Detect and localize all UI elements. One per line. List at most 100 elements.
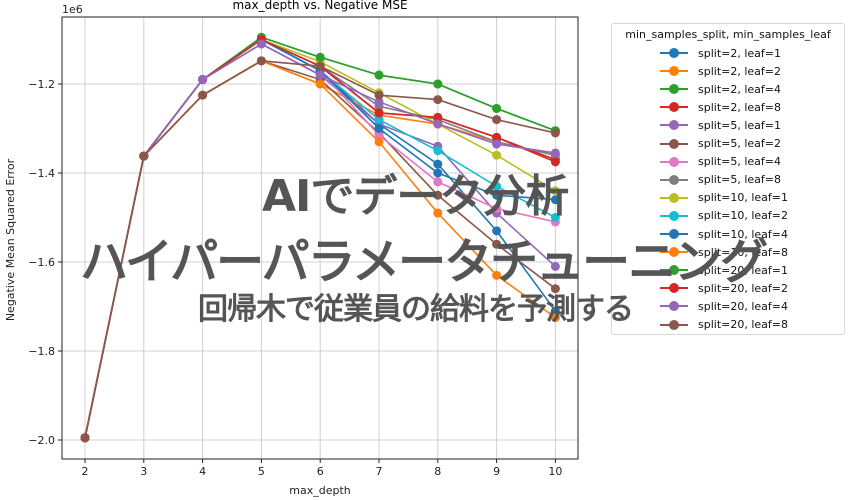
legend-label: split=5, leaf=2 (698, 137, 781, 150)
legend-marker-icon (660, 264, 688, 276)
x-tick-label: 8 (434, 465, 441, 478)
data-point (492, 181, 502, 191)
legend-item: split=10, leaf=1 (660, 189, 788, 207)
data-point (550, 306, 560, 316)
legend-marker-icon (660, 156, 688, 168)
data-point (550, 284, 560, 294)
x-tick-label: 6 (317, 465, 324, 478)
legend-label: split=10, leaf=4 (698, 227, 788, 241)
data-point (492, 150, 502, 160)
legend-label: split=2, leaf=2 (698, 64, 781, 78)
data-point (550, 128, 560, 138)
data-point (550, 313, 560, 323)
legend-marker-icon (660, 65, 688, 77)
data-point (550, 261, 560, 271)
legend-marker-icon (660, 47, 688, 59)
data-point (433, 177, 443, 187)
x-tick-label: 10 (548, 465, 562, 478)
data-point (315, 52, 325, 62)
data-point (374, 115, 384, 125)
legend-marker-icon (660, 319, 688, 331)
legend-label: split=20, leaf=8 (698, 318, 788, 331)
data-point (80, 433, 90, 443)
legend-item: split=5, leaf=4 (660, 153, 781, 171)
data-point (433, 208, 443, 218)
legend-item: split=20, leaf=8 (660, 316, 788, 334)
legend-item: split=2, leaf=4 (660, 80, 781, 98)
legend-item: split=20, leaf=4 (660, 297, 788, 315)
legend-item: split=20, leaf=2 (660, 279, 788, 297)
x-axis-ticks: 2 3 4 5 6 7 8 9 10 (82, 459, 562, 478)
data-point (198, 75, 208, 85)
data-point (374, 137, 384, 147)
data-point (492, 226, 502, 236)
data-point (550, 213, 560, 222)
data-point (374, 90, 384, 100)
y-tick-label: −1.2 (28, 78, 55, 91)
data-point (256, 56, 266, 66)
data-point (315, 79, 325, 89)
legend-marker-icon (660, 174, 688, 186)
x-tick-label: 9 (493, 465, 500, 478)
data-point (550, 195, 560, 205)
legend-label: split=20, leaf=1 (698, 263, 788, 277)
legend-label: split=20, leaf=2 (698, 281, 788, 295)
legend-label: split=2, leaf=4 (698, 82, 781, 96)
legend-marker-icon (660, 192, 688, 204)
legend-marker-icon (660, 138, 688, 150)
legend-marker-icon (660, 246, 688, 258)
legend-marker-icon (660, 83, 688, 95)
legend-marker-icon (660, 210, 688, 222)
y-axis-ticks: −2.0 −1.8 −1.6 −1.4 −1.2 (28, 78, 62, 447)
data-point (374, 70, 384, 80)
data-point (433, 79, 443, 89)
legend-label: split=5, leaf=4 (698, 155, 781, 169)
data-point (433, 190, 443, 200)
legend-item: split=5, leaf=1 (660, 116, 781, 134)
data-point (433, 119, 443, 129)
legend-item: split=10, leaf=8 (660, 243, 788, 261)
y-tick-label: −1.8 (28, 345, 55, 358)
legend-marker-icon (660, 101, 688, 113)
legend-label: split=2, leaf=1 (698, 46, 781, 60)
y-tick-label: −1.6 (28, 256, 55, 269)
overlay-title-line2: ハイパーパラメータチューニング (80, 234, 768, 290)
y-axis-label: Negative Mean Squared Error (4, 158, 17, 321)
legend-item: split=5, leaf=2 (660, 135, 781, 153)
legend-marker-icon (660, 119, 688, 131)
legend-label: split=10, leaf=1 (698, 191, 788, 205)
data-point (492, 204, 502, 214)
legend: min_samples_split, min_samples_leaf spli… (611, 23, 845, 335)
legend-marker-icon (660, 228, 688, 240)
x-tick-label: 4 (199, 465, 206, 478)
chart-title: max_depth vs. Negative MSE (232, 0, 407, 12)
data-point (433, 112, 443, 122)
data-point (492, 115, 502, 125)
data-point (139, 151, 149, 161)
data-point (315, 61, 325, 71)
data-point (550, 186, 560, 196)
data-point (550, 148, 560, 158)
y-tick-label: −2.0 (28, 434, 55, 447)
legend-item: split=10, leaf=4 (660, 225, 788, 243)
legend-item: split=2, leaf=1 (660, 44, 781, 62)
overlay-title-line1: AIでデータ分析 (262, 171, 569, 222)
x-tick-label: 2 (82, 465, 89, 478)
data-point (433, 159, 443, 169)
data-point (492, 139, 502, 149)
legend-marker-icon (660, 300, 688, 312)
data-point (492, 132, 502, 142)
legend-item: split=5, leaf=8 (660, 171, 781, 189)
data-point (433, 146, 443, 156)
data-point (198, 90, 208, 100)
x-tick-label: 3 (140, 465, 147, 478)
legend-label: split=20, leaf=4 (698, 299, 788, 313)
legend-label: split=2, leaf=8 (698, 100, 781, 114)
y-tick-label: −1.4 (28, 167, 55, 180)
legend-item: split=20, leaf=1 (660, 261, 788, 279)
data-point (315, 70, 325, 80)
legend-marker-icon (660, 282, 688, 294)
legend-label: split=5, leaf=8 (698, 173, 781, 187)
data-point (374, 130, 384, 140)
data-point (374, 97, 384, 107)
